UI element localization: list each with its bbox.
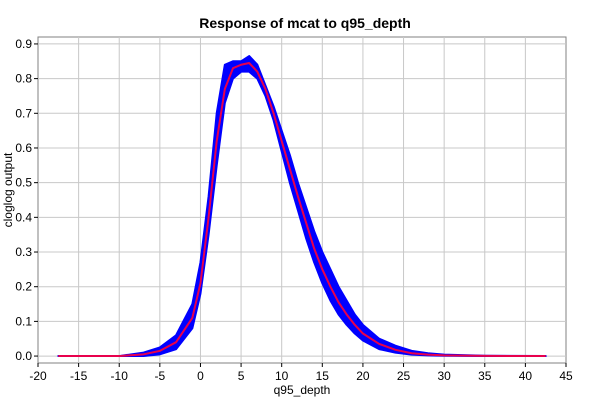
x-tick-label: -15 <box>70 369 88 383</box>
y-tick-label: 0.7 <box>15 106 32 120</box>
y-tick-label: 0.8 <box>15 72 32 86</box>
x-tick-label: 40 <box>519 369 533 383</box>
y-axis: 0.0 0.1 0.2 0.3 0.4 0.5 0.6 0.7 0.8 0.9 <box>15 37 38 363</box>
x-tick-label: -20 <box>29 369 47 383</box>
y-tick-label: 0.9 <box>15 37 32 51</box>
y-tick-label: 0.1 <box>15 314 32 328</box>
x-tick-label: -10 <box>111 369 129 383</box>
x-tick-label: 10 <box>275 369 289 383</box>
y-tick-label: 0.6 <box>15 141 32 155</box>
x-tick-label: 25 <box>397 369 411 383</box>
x-tick-label: 35 <box>478 369 492 383</box>
grid <box>38 37 566 363</box>
chart-title: Response of mcat to q95_depth <box>199 15 411 31</box>
x-tick-label: 30 <box>437 369 451 383</box>
x-tick-label: 15 <box>316 369 330 383</box>
x-tick-label: 45 <box>559 369 573 383</box>
y-tick-label: 0.4 <box>15 210 32 224</box>
y-axis-label: cloglog output <box>1 152 15 227</box>
x-tick-label: 0 <box>197 369 204 383</box>
y-tick-label: 0.5 <box>15 176 32 190</box>
x-axis-label: q95_depth <box>274 383 331 397</box>
x-axis: -20 -15 -10 -5 0 5 10 15 20 25 30 35 40 45 <box>29 363 573 383</box>
x-tick-label: 5 <box>238 369 245 383</box>
mean-line-layer <box>58 62 546 358</box>
y-tick-label: 0.3 <box>15 245 32 259</box>
mean-response-line <box>58 62 546 358</box>
y-tick-label: 0.0 <box>15 349 32 363</box>
x-tick-label: 20 <box>356 369 370 383</box>
x-tick-label: -5 <box>155 369 166 383</box>
y-tick-label: 0.2 <box>15 280 32 294</box>
